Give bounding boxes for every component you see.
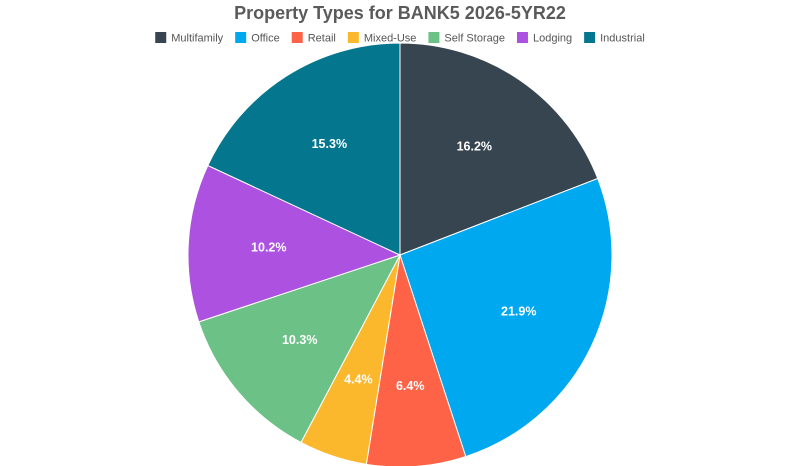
legend-swatch	[428, 32, 440, 43]
legend-item-lodging[interactable]: Lodging	[516, 32, 572, 45]
legend-swatch	[291, 32, 303, 43]
legend-item-office[interactable]: Office	[235, 32, 280, 45]
pie-slices	[187, 42, 613, 466]
slice-label-office: 21.9%	[501, 304, 536, 318]
legend-item-multifamily[interactable]: Multifamily	[155, 32, 224, 45]
legend-item-industrial[interactable]: Industrial	[584, 32, 645, 45]
legend-label: Industrial	[600, 33, 645, 45]
slice-office	[399, 177, 613, 458]
legend-item-self-storage[interactable]: Self Storage	[428, 32, 505, 45]
legend-swatch	[235, 32, 247, 43]
legend-item-retail[interactable]: Retail	[291, 32, 336, 45]
legend-label: Multifamily	[171, 33, 223, 45]
chart-title: Property Types for BANK5 2026-5YR22	[234, 3, 566, 23]
slice-lodging	[187, 164, 402, 323]
legend-label: Retail	[308, 33, 336, 45]
legend-swatch	[155, 32, 167, 43]
legend-label: Office	[251, 33, 280, 45]
slice-self-storage	[198, 254, 402, 444]
legend-swatch	[516, 32, 528, 43]
legend-label: Lodging	[533, 33, 572, 45]
slice-retail	[365, 254, 467, 466]
slice-industrial	[207, 42, 401, 256]
legend-swatch	[584, 32, 596, 43]
slice-label-retail: 6.4%	[396, 379, 425, 393]
legend-label: Self Storage	[444, 33, 505, 45]
legend: Multifamily Office Retail Mixed-Use Self Sto…	[155, 32, 645, 45]
slice-label-multifamily: 16.2%	[457, 140, 492, 154]
slice-label-industrial: 15.3%	[312, 137, 347, 151]
slice-label-lodging: 10.2%	[251, 240, 286, 254]
legend-label: Mixed-Use	[364, 33, 417, 45]
slice-label-self-storage: 10.3%	[282, 333, 317, 347]
slice-label-mixed-use: 4.4%	[344, 373, 373, 387]
slice-multifamily	[399, 42, 599, 256]
slice-labels: 16.2% 21.9% 6.4% 4.4% 10.3% 10.2% 15.3%	[251, 137, 536, 393]
legend-item-mixed-use[interactable]: Mixed-Use	[347, 32, 417, 45]
legend-swatch	[347, 32, 359, 43]
